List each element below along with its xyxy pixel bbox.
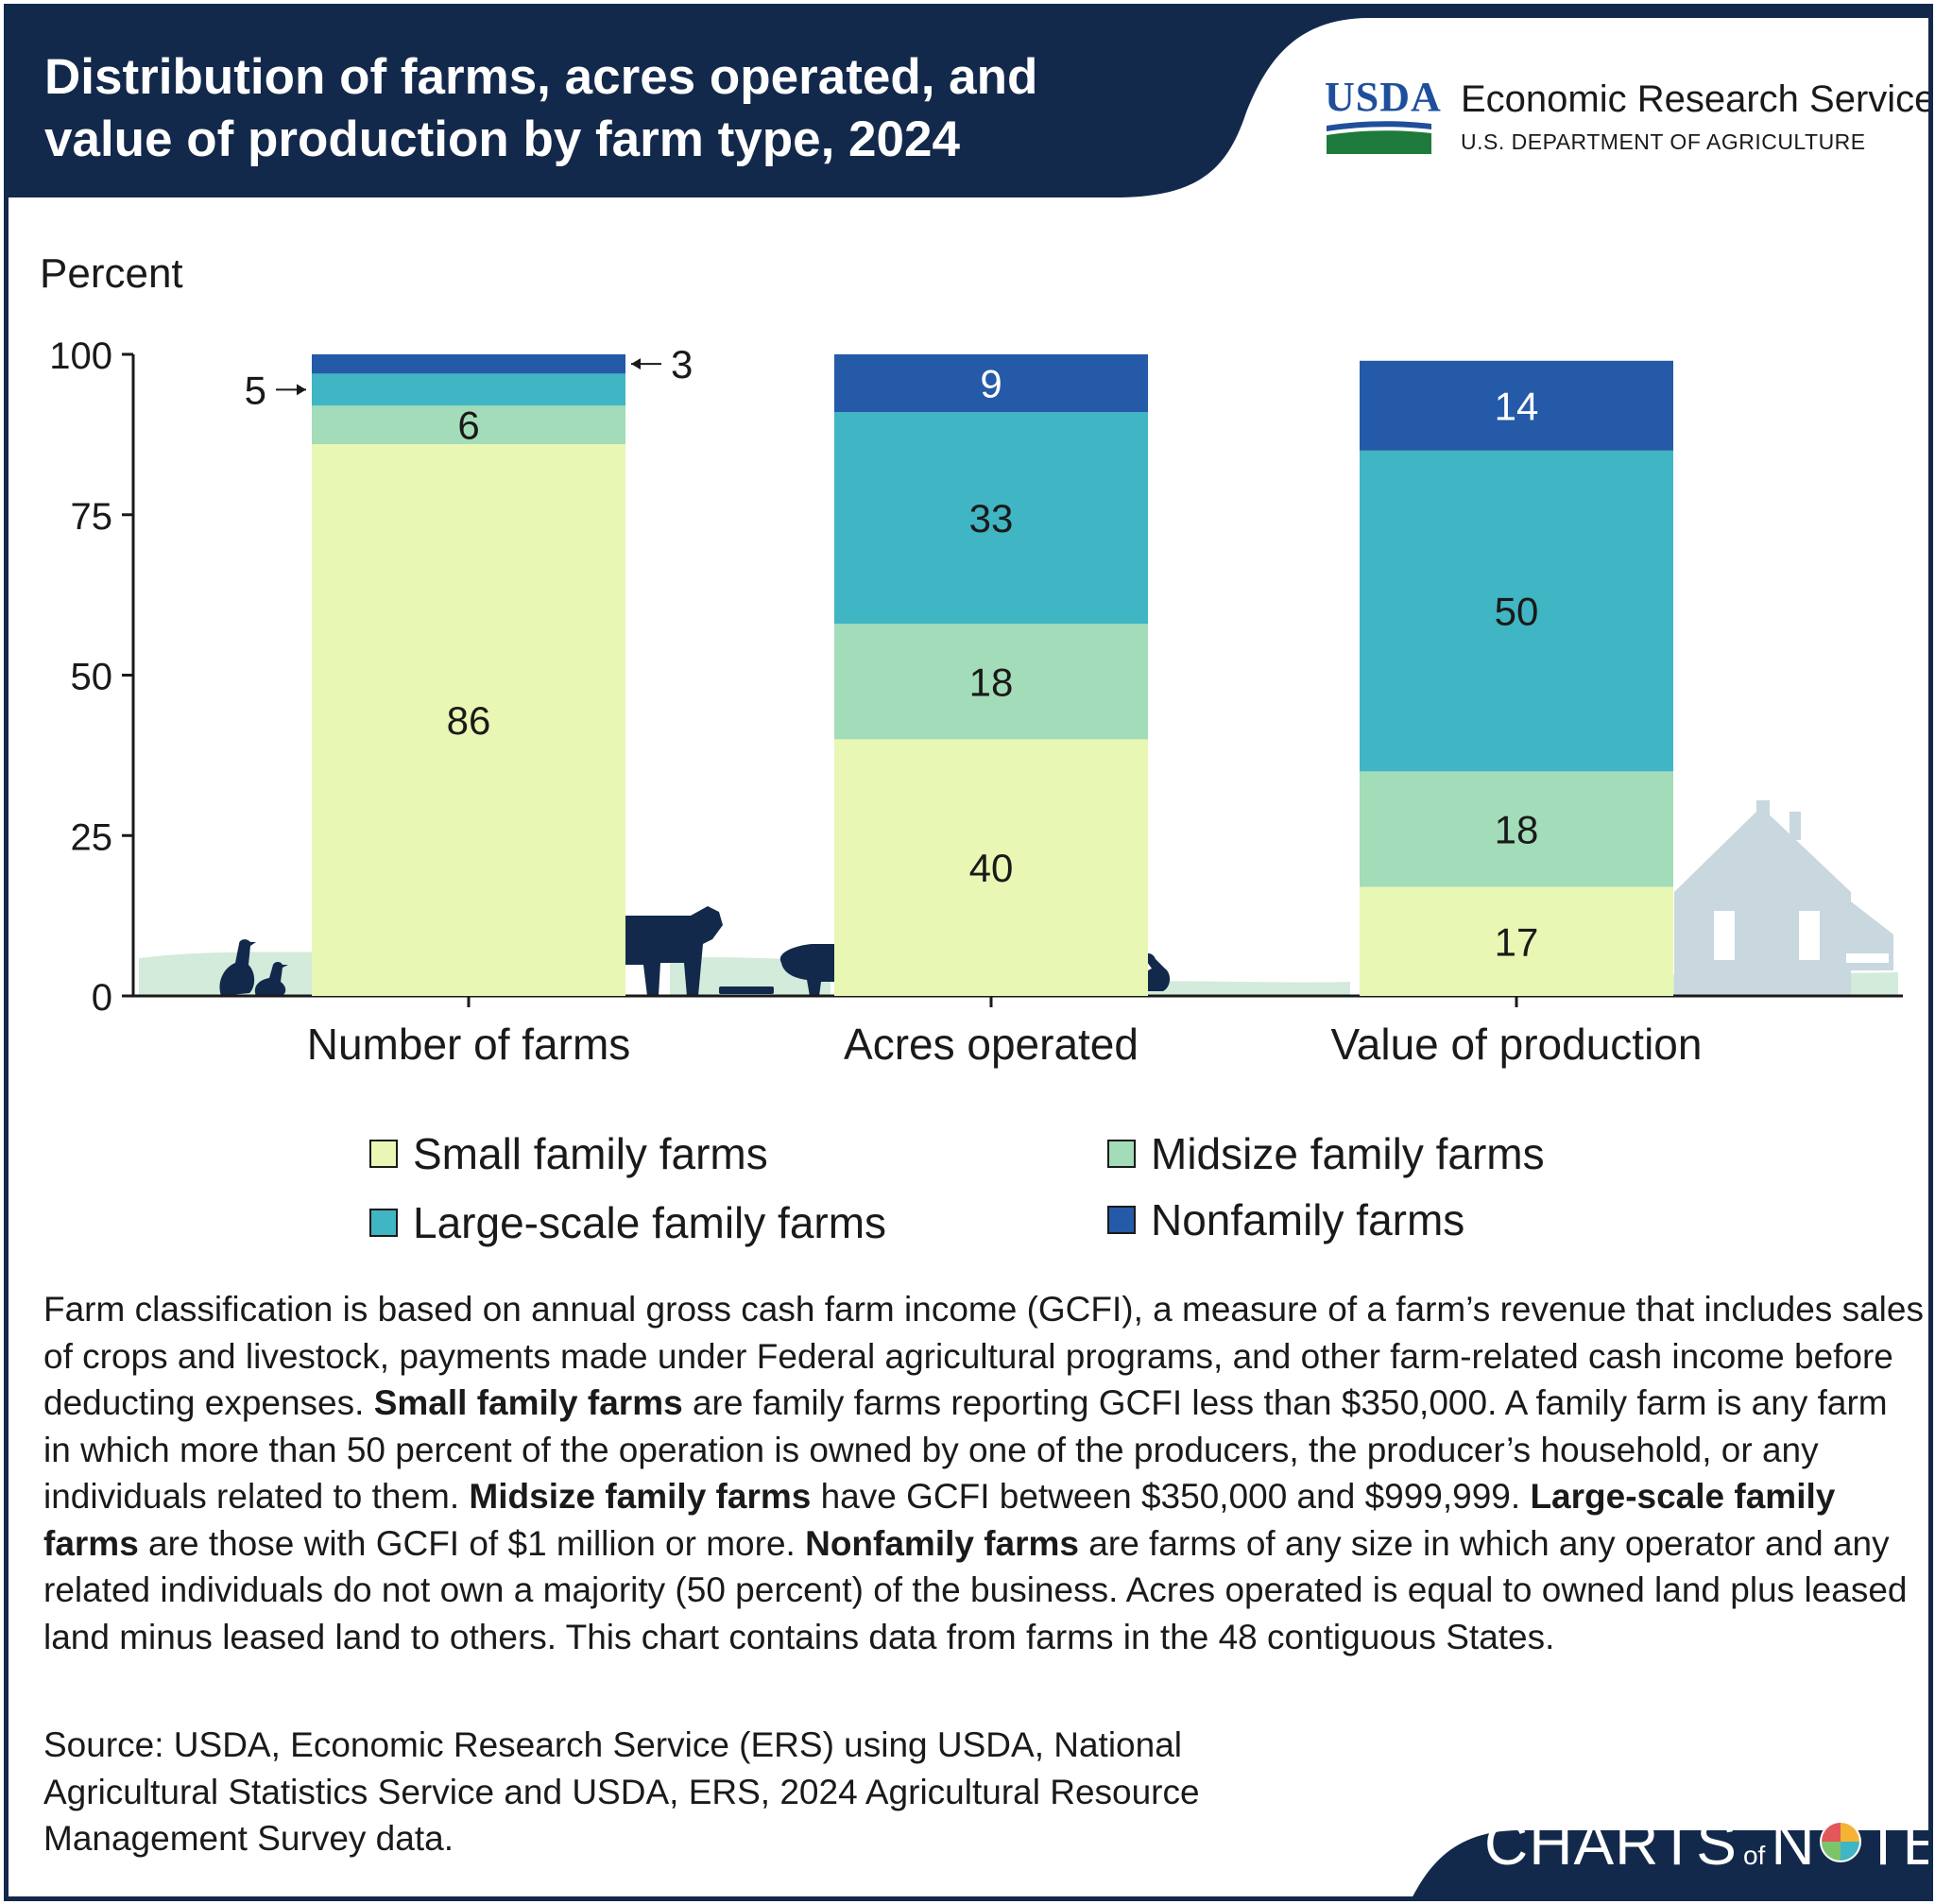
legend-swatch-midsize (1107, 1140, 1136, 1168)
data-label: 6 (457, 403, 479, 448)
x-tick-label: Value of production (1331, 1020, 1703, 1069)
farmhouse-icon (1674, 800, 1893, 996)
brand-word-charts: CHARTS (1484, 1810, 1738, 1878)
data-label: 50 (1495, 590, 1539, 634)
duck-icon (219, 939, 288, 996)
infographic-frame: Distribution of farms, acres operated, a… (4, 4, 1933, 1901)
bar-segment (834, 354, 1148, 413)
data-label: 18 (969, 660, 1014, 704)
chart-axes: 0 25 50 75 100 Number of farms Acres operated V… (49, 335, 1903, 1069)
legend-item-midsize: Midsize family farms (1107, 1128, 1545, 1179)
bar-segment (312, 444, 625, 996)
bar-segment (312, 354, 625, 374)
legend-label-midsize: Midsize family farms (1151, 1129, 1545, 1178)
x-tick-label: Number of farms (307, 1020, 631, 1069)
legend-item-small: Small family farms (369, 1128, 768, 1179)
data-label: 18 (1495, 807, 1539, 851)
bar-segment (834, 739, 1148, 996)
brand-banner-shape (1413, 1830, 1928, 1896)
brand-letter-n: N (1771, 1810, 1816, 1878)
chart-legend: Small family farms Midsize family farms … (9, 9, 1928, 1247)
note-term-large: Large-scale family farms (43, 1477, 1836, 1563)
source-note: Source: USDA, Economic Research Service … (43, 1725, 1200, 1858)
bar-segment (1360, 886, 1673, 996)
brand-word-of: of (1742, 1841, 1766, 1870)
note-term-nonfamily: Nonfamily farms (805, 1523, 1080, 1563)
note-text-2: are family farms reporting GCFI less tha… (43, 1383, 1888, 1516)
y-tick-label: 100 (49, 335, 112, 377)
note-text-5: are farms of any size in which any opera… (43, 1523, 1908, 1656)
bar-segment (312, 373, 625, 406)
bar-segment (312, 405, 625, 445)
legend-swatch-small (369, 1140, 398, 1168)
bar-segment (1360, 360, 1673, 451)
data-label: 5 (245, 368, 266, 412)
legend-swatch-nonfamily (1107, 1206, 1136, 1234)
data-label-arrowhead (297, 384, 306, 396)
note-text-1: Farm classification is based on annual g… (43, 1290, 1924, 1422)
legend-label-nonfamily: Nonfamily farms (1151, 1195, 1465, 1244)
brand-banner (1413, 1830, 1928, 1896)
note-term-small: Small family farms (373, 1383, 683, 1422)
y-tick-label: 0 (92, 977, 112, 1019)
data-label: 40 (969, 846, 1014, 890)
note-text-3: have GCFI between $350,000 and $999,999. (811, 1477, 1531, 1516)
chart-title: Distribution of farms, acres operated, a… (44, 49, 1038, 167)
note-text-4: are those with GCFI of $1 million or mor… (138, 1523, 806, 1563)
legend-item-large: Large-scale family farms (369, 1197, 886, 1248)
y-tick-label: 25 (71, 816, 113, 858)
legend-label-small: Small family farms (413, 1129, 768, 1178)
brand-letters-te: TE (1864, 1810, 1928, 1878)
data-label-arrowhead (631, 358, 641, 370)
y-tick-label: 75 (71, 496, 113, 538)
stacked-bar-chart: Percent (40, 250, 1903, 1069)
bar-segment (1360, 450, 1673, 772)
bar-segment (834, 624, 1148, 740)
legend-label-large: Large-scale family farms (413, 1198, 887, 1247)
data-label: 33 (969, 496, 1014, 540)
legend-swatch-large (369, 1209, 398, 1237)
charts-of-note-brand: CHARTS of N TE (1484, 1809, 1928, 1878)
agency-name: Economic Research Service (1461, 78, 1933, 120)
usda-logo-swoosh (1327, 121, 1431, 154)
y-axis-label: Percent (40, 250, 183, 297)
data-label: 14 (1495, 384, 1539, 428)
usda-logo-text: USDA (1325, 74, 1442, 120)
department-name: U.S. DEPARTMENT OF AGRICULTURE (1461, 129, 1866, 154)
y-tick-label: 50 (71, 657, 113, 698)
definitions-note: Farm classification is based on annual g… (43, 1286, 1924, 1660)
chart-bars (312, 354, 1673, 996)
legend-item-nonfamily: Nonfamily farms (1107, 1194, 1464, 1245)
bar-segment (834, 412, 1148, 625)
pie-chart-icon (1819, 1821, 1861, 1862)
data-label: 9 (980, 362, 1002, 406)
data-label: 3 (671, 342, 693, 386)
data-label: 86 (447, 698, 491, 743)
x-tick-label: Acres operated (844, 1020, 1139, 1069)
header-banner-shape (9, 9, 1928, 197)
header-banner (9, 9, 1928, 197)
usda-logo-icon: USDA (1325, 74, 1442, 166)
note-term-midsize: Midsize family farms (469, 1477, 812, 1516)
bar-segment (1360, 771, 1673, 887)
data-label: 17 (1495, 919, 1539, 964)
chart-data-labels: 86 6 5 3 40 18 33 9 17 18 50 14 (245, 342, 1539, 964)
